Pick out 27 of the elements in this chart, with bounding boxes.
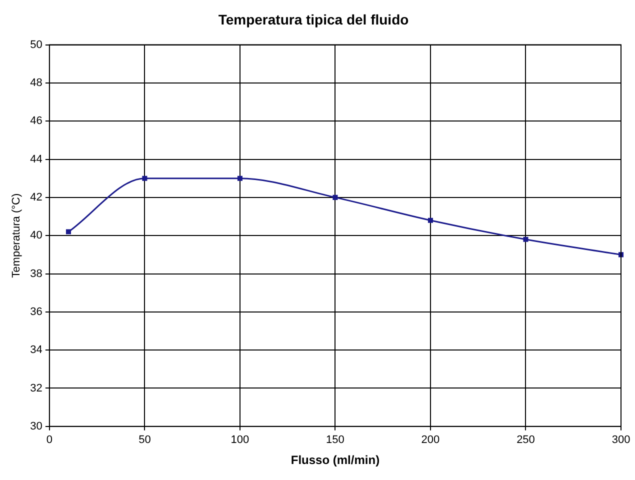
x-tick-label: 100	[230, 434, 250, 446]
y-tick-label: 36	[30, 306, 42, 318]
x-tick-label: 0	[46, 434, 52, 446]
y-tick-label: 42	[30, 191, 42, 204]
y-tick-label: 48	[30, 76, 42, 89]
y-tick-label: 44	[30, 153, 42, 166]
y-tick-label: 32	[30, 382, 42, 394]
point	[66, 229, 72, 234]
y-tick-label: 50	[30, 38, 42, 51]
y-tick-label: 30	[30, 420, 42, 432]
chart-title: Temperatura tipica del fluido	[218, 11, 409, 28]
x-tick-label: 150	[326, 434, 344, 446]
y-tick-label: 38	[30, 268, 42, 280]
x-tick-label: 300	[612, 434, 630, 446]
point	[332, 194, 338, 200]
x-tick-label: 250	[516, 434, 535, 446]
x-axis-title: Flusso (ml/min)	[290, 453, 380, 468]
point	[523, 236, 528, 242]
y-axis-title: Temperatura (°C)	[10, 193, 23, 278]
y-tick-label: 46	[30, 115, 42, 128]
y-tick-label: 40	[30, 230, 42, 242]
y-tick-label: 34	[30, 344, 42, 356]
x-tick-label: 200	[421, 434, 440, 446]
point	[428, 218, 433, 223]
point	[142, 176, 148, 181]
point	[237, 176, 242, 181]
x-tick-label: 50	[138, 434, 151, 446]
